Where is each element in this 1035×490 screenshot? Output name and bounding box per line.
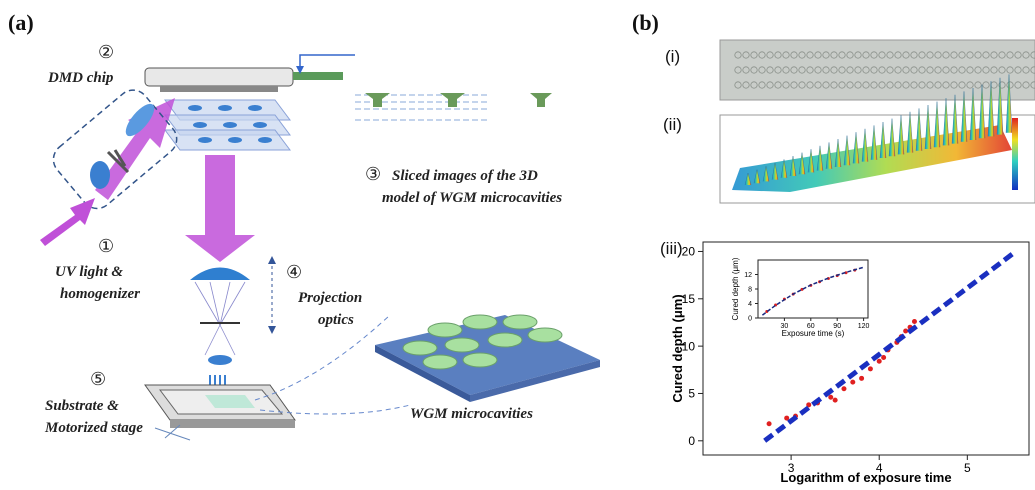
step-text: optics xyxy=(318,312,354,328)
inset-bg xyxy=(758,260,868,318)
y-axis-label: Cured depth (μm) xyxy=(670,294,685,402)
data-point xyxy=(881,355,886,360)
data-point xyxy=(877,359,882,364)
panel-label: (b) xyxy=(632,10,659,35)
step-text: Substrate & xyxy=(45,398,119,414)
sample-label: WGM microcavities xyxy=(410,406,533,422)
panel-label: (a) xyxy=(8,10,34,35)
step-text: UV light & xyxy=(55,264,123,280)
y-tick-label: 4 xyxy=(748,301,752,308)
step-text: model of WGM microcavities xyxy=(382,190,562,206)
data-point xyxy=(833,398,838,403)
data-point xyxy=(841,386,846,391)
y-axis-label: Cured depth (μm) xyxy=(731,257,740,320)
figure: (a) ② DMD chip ③ Sliced images of the 3D… xyxy=(0,0,1035,490)
y-tick-label: 20 xyxy=(682,245,696,259)
step-text: Sliced images of the 3D xyxy=(392,168,538,184)
step-text: DMD chip xyxy=(47,70,114,86)
x-axis-label: Logarithm of exposure time xyxy=(780,470,951,485)
y-tick-label: 5 xyxy=(688,387,695,401)
y-tick-label: 12 xyxy=(744,272,752,279)
data-point xyxy=(868,366,873,371)
step-number: ④ xyxy=(286,262,302,282)
step-text: Motorized stage xyxy=(44,420,143,436)
x-axis-label: Exposure time (s) xyxy=(782,329,845,338)
data-point xyxy=(912,319,917,324)
diagram xyxy=(40,55,600,440)
step-text: homogenizer xyxy=(60,286,140,302)
step-text: Projection xyxy=(298,290,362,306)
step-number: ③ xyxy=(365,164,381,184)
subpanel-label: (iii) xyxy=(660,239,683,258)
y-tick-label: 8 xyxy=(748,286,752,293)
y-tick-label: 0 xyxy=(748,315,752,322)
subpanel-label: (i) xyxy=(665,47,680,66)
step-number: ② xyxy=(98,42,114,62)
subpanel-label: (ii) xyxy=(663,115,682,134)
data-point xyxy=(767,421,772,426)
data-point xyxy=(828,395,833,400)
data-point xyxy=(850,380,855,385)
y-tick-label: 0 xyxy=(688,434,695,448)
x-tick-label: 120 xyxy=(858,323,870,330)
step-number: ① xyxy=(98,236,114,256)
data-point xyxy=(859,376,864,381)
step-number: ⑤ xyxy=(90,369,106,389)
colorbar xyxy=(1012,118,1018,190)
x-tick-label: 5 xyxy=(964,461,971,475)
